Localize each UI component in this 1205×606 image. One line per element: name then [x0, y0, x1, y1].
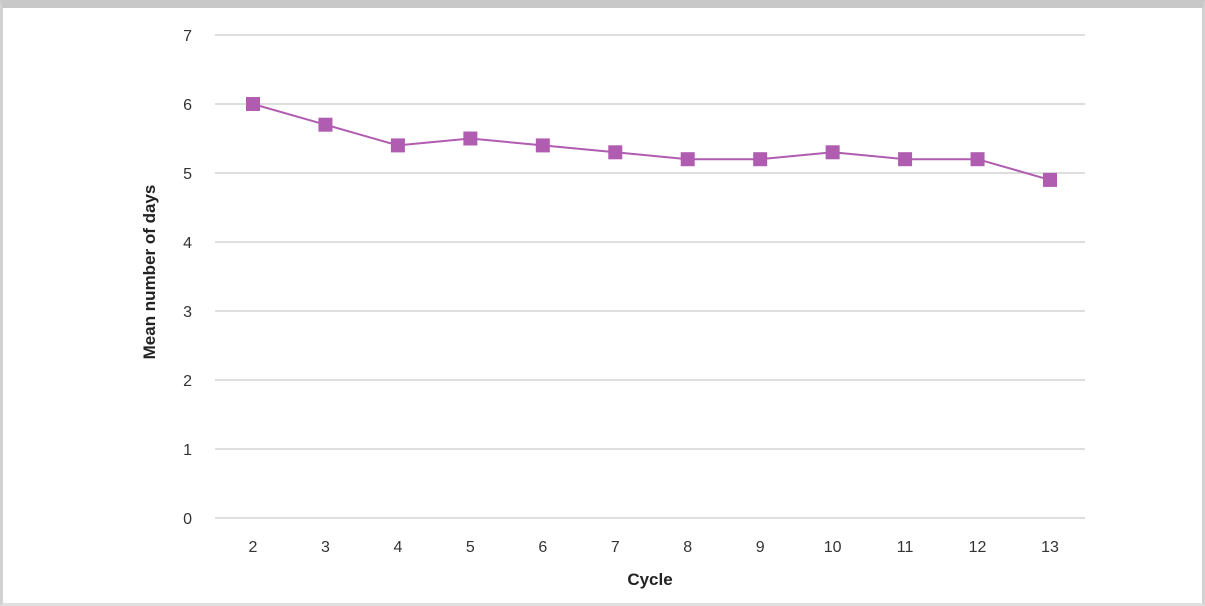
x-tick-label: 10 [824, 539, 842, 556]
x-tick-label: 9 [756, 539, 765, 556]
x-axis-ticks: 2 3 4 5 6 7 8 9 10 11 12 13 [249, 539, 1059, 556]
data-point-marker [1043, 172, 1057, 187]
gridlines [215, 34, 1085, 519]
y-tick-label: 5 [183, 166, 192, 183]
x-tick-label: 7 [611, 539, 620, 556]
y-tick-label: 3 [183, 304, 192, 321]
y-tick-label: 6 [183, 97, 192, 114]
data-point-marker [898, 152, 913, 167]
data-point-marker [246, 97, 260, 111]
y-axis-title: Mean number of days [140, 185, 159, 360]
x-tick-label: 12 [969, 539, 987, 556]
x-tick-label: 4 [393, 539, 402, 556]
x-tick-label: 11 [897, 539, 914, 556]
data-point-marker [825, 145, 840, 160]
x-tick-label: 8 [683, 539, 692, 556]
data-point-marker [390, 138, 405, 153]
y-tick-label: 2 [183, 373, 192, 390]
x-tick-label: 3 [321, 539, 330, 556]
series-line-0 [252, 103, 1051, 181]
x-tick-label: 2 [249, 539, 258, 556]
y-tick-label: 4 [183, 235, 192, 252]
y-tick-label: 0 [183, 511, 192, 528]
data-point-marker [535, 138, 550, 153]
data-point-marker [970, 152, 985, 167]
x-tick-label: 13 [1041, 539, 1059, 556]
data-point-marker [463, 131, 478, 146]
y-tick-label: 7 [183, 28, 192, 45]
x-axis-title: Cycle [627, 570, 672, 589]
x-tick-label: 5 [466, 539, 475, 556]
data-point-marker [608, 145, 623, 160]
data-point-marker [680, 152, 695, 167]
y-axis-ticks: 0 1 2 3 4 5 6 7 [183, 28, 192, 528]
data-point-marker [753, 152, 768, 167]
x-tick-label: 6 [538, 539, 547, 556]
y-tick-label: 1 [183, 442, 192, 459]
data-point-marker [318, 117, 333, 132]
series-layer [246, 97, 1057, 187]
